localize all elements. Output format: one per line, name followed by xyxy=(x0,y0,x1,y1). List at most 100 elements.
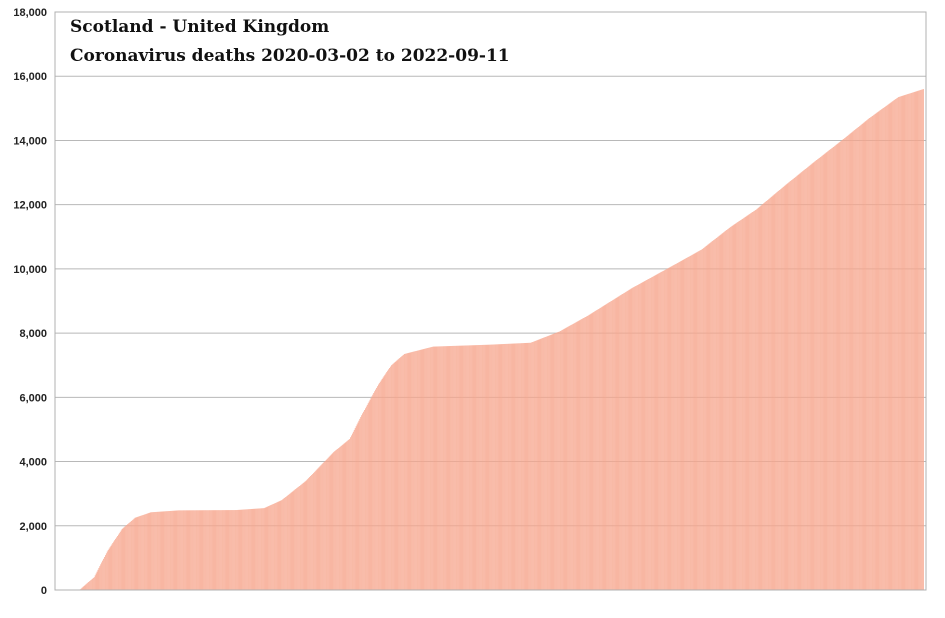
bar xyxy=(164,511,166,590)
bar xyxy=(93,577,95,590)
bar xyxy=(425,348,427,590)
bar xyxy=(273,503,274,590)
bar xyxy=(910,93,911,590)
bar xyxy=(237,509,239,590)
bar xyxy=(263,508,265,590)
bar xyxy=(735,223,737,591)
bar xyxy=(233,510,234,590)
bar xyxy=(846,135,848,590)
bar xyxy=(751,212,753,590)
bar xyxy=(911,92,912,591)
bar xyxy=(378,383,380,590)
bar xyxy=(167,511,168,590)
bar xyxy=(111,544,113,590)
bar xyxy=(654,275,656,590)
bar xyxy=(239,509,241,590)
bar xyxy=(685,258,687,590)
bar xyxy=(810,164,812,591)
bar xyxy=(791,180,792,590)
bar xyxy=(300,485,301,590)
bar xyxy=(666,268,668,590)
bar xyxy=(621,294,623,590)
bar xyxy=(524,343,526,590)
bar xyxy=(250,509,252,590)
bar xyxy=(396,360,398,590)
bar xyxy=(285,497,286,590)
bar xyxy=(345,442,347,590)
bar xyxy=(476,345,478,590)
bar xyxy=(516,343,518,590)
bar xyxy=(637,285,638,590)
bar xyxy=(241,509,243,590)
bar xyxy=(92,577,94,590)
bar xyxy=(832,147,833,590)
bar xyxy=(767,200,768,590)
bar xyxy=(777,191,779,590)
bar xyxy=(359,418,361,590)
bar xyxy=(391,364,393,590)
bar xyxy=(698,251,700,590)
bar xyxy=(159,511,161,590)
bar xyxy=(558,331,559,590)
bar xyxy=(854,129,856,590)
bar xyxy=(325,460,326,590)
bar xyxy=(99,566,101,590)
bar xyxy=(287,495,288,590)
bar xyxy=(807,166,809,591)
bar xyxy=(227,510,229,590)
bar xyxy=(286,496,287,590)
bar xyxy=(699,250,701,590)
bar xyxy=(898,96,900,591)
bar xyxy=(579,320,581,590)
bar xyxy=(352,431,354,590)
bar xyxy=(339,446,341,590)
y-tick-label: 18,000 xyxy=(13,7,47,19)
bar xyxy=(583,318,584,590)
bar xyxy=(916,91,918,591)
bar xyxy=(814,161,816,590)
bar xyxy=(130,521,131,590)
bar xyxy=(188,510,190,590)
bar xyxy=(922,89,923,591)
bar xyxy=(863,122,865,591)
bar xyxy=(231,510,233,590)
bar xyxy=(297,487,298,590)
bar xyxy=(514,343,516,590)
bar xyxy=(302,483,304,590)
bar xyxy=(110,545,112,590)
bar xyxy=(131,520,133,590)
bar xyxy=(619,295,621,590)
bar xyxy=(86,583,88,590)
bar xyxy=(907,94,909,591)
bar xyxy=(252,508,254,590)
bar xyxy=(132,519,134,590)
bar xyxy=(638,284,639,590)
bar xyxy=(142,515,143,590)
bar xyxy=(423,348,425,590)
bar xyxy=(787,183,789,590)
bar xyxy=(742,218,743,590)
bar xyxy=(388,369,389,590)
bar xyxy=(813,162,815,590)
bar xyxy=(612,300,613,590)
bar xyxy=(138,516,140,590)
bar xyxy=(620,295,622,590)
bar xyxy=(160,511,162,590)
bar xyxy=(462,345,464,590)
bar xyxy=(375,389,376,590)
bar xyxy=(663,270,664,590)
bar xyxy=(172,510,174,590)
bar xyxy=(166,511,168,590)
bar xyxy=(644,281,646,590)
bar xyxy=(171,510,173,590)
bar xyxy=(705,246,707,590)
bar xyxy=(552,334,554,590)
bar xyxy=(869,117,870,590)
bar xyxy=(441,346,442,590)
bar xyxy=(517,343,519,590)
bar xyxy=(122,528,124,590)
bar xyxy=(376,387,377,590)
bar xyxy=(918,90,920,591)
bar xyxy=(472,345,474,590)
